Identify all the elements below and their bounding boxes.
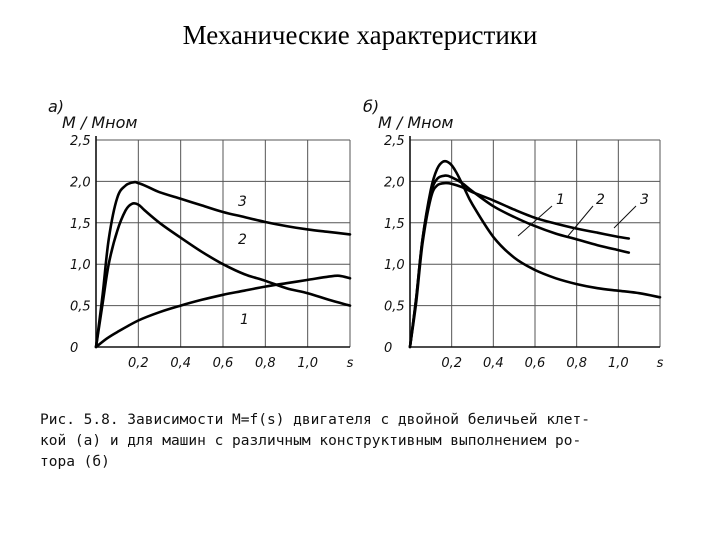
y-tick-label: 0 [70, 341, 78, 356]
series-label-2: 2 [238, 232, 247, 248]
y-axis-label: M / Mном [378, 113, 454, 132]
x-tick-label: 0,2 [441, 356, 462, 371]
leader-line [613, 205, 637, 229]
caption-line: кой (а) и для машин с различным конструк… [40, 433, 582, 449]
chart-panel-b: 0 0,5 1,0 1,5 2,0 2,5 0,2 0,4 0,6 0,8 1,0 s б)M / Mн… [363, 97, 664, 371]
series-line-1 [94, 274, 352, 349]
y-tick-label: 2,0 [384, 175, 405, 190]
series-line-2 [94, 202, 352, 349]
x-tick-label: 0,6 [525, 356, 546, 371]
series-label-3: 3 [640, 192, 649, 208]
series-label-3: 3 [238, 194, 247, 210]
y-tick-label: 1,5 [384, 217, 405, 232]
y-tick-label: 2,5 [70, 134, 91, 149]
leader-line [567, 205, 594, 237]
y-axis-label: M / Mном [62, 113, 138, 132]
caption-line: Рис. 5.8. Зависимости M=f(s) двигателя с… [40, 412, 590, 428]
x-tick-label: 1,0 [297, 356, 318, 371]
y-tick-label: 1,5 [70, 217, 91, 232]
y-tick-label: 0,5 [384, 300, 405, 315]
x-tick-label: 1,0 [608, 356, 629, 371]
y-tick-label: 2,0 [70, 175, 91, 190]
x-tick-label: 0,8 [566, 356, 587, 371]
slide-title: Механические характеристики [182, 20, 538, 50]
figure-caption: Рис. 5.8. Зависимости M=f(s) двигателя с… [40, 410, 680, 473]
y-tick-label: 1,0 [384, 258, 405, 273]
chart-panel-a: 0 0,5 1,0 1,5 2,0 2,5 0,2 0,4 0,6 0,8 1,0 s а)M / Mн… [48, 97, 354, 371]
x-tick-label: 0,2 [128, 356, 149, 371]
panel-letter: б) [363, 97, 379, 116]
y-tick-label: 0 [384, 341, 392, 356]
series-label-1: 1 [556, 192, 565, 208]
x-axis-label: s [657, 356, 664, 371]
x-tick-label: 0,8 [255, 356, 276, 371]
series-label-1: 1 [240, 312, 249, 328]
leader-line [517, 205, 553, 237]
y-tick-label: 1,0 [70, 258, 91, 273]
y-tick-label: 0,5 [70, 300, 91, 315]
panel-letter: а) [48, 97, 64, 116]
series-line-3 [94, 180, 352, 349]
caption-line: тора (б) [40, 454, 110, 470]
x-axis-label: s [347, 356, 354, 371]
series-label-2: 2 [596, 192, 605, 208]
x-tick-label: 0,6 [213, 356, 234, 371]
series-line-3 [408, 181, 631, 349]
x-tick-label: 0,4 [170, 356, 191, 371]
x-tick-label: 0,4 [483, 356, 504, 371]
y-tick-label: 2,5 [384, 134, 405, 149]
